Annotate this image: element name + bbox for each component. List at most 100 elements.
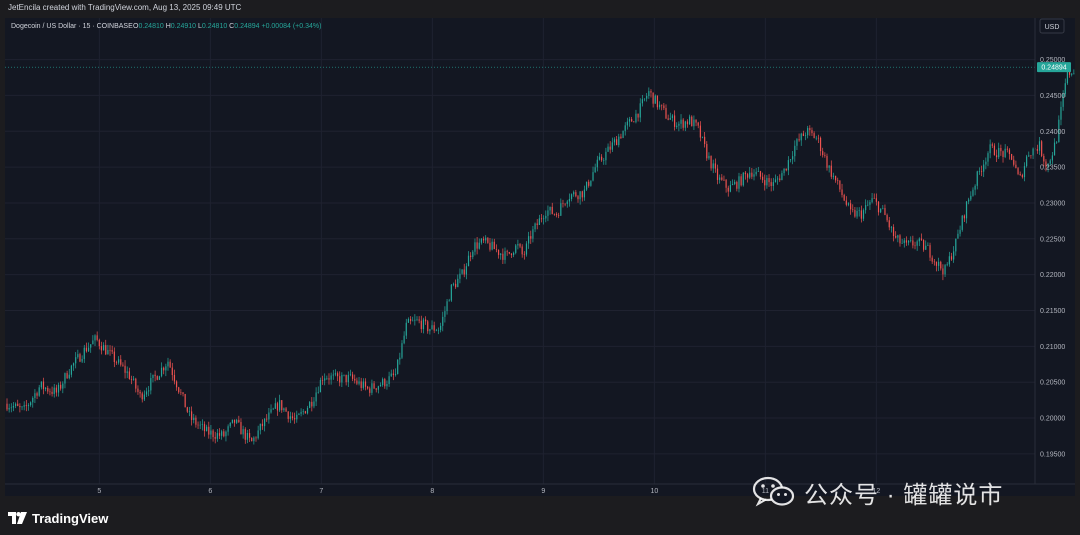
candle-body (530, 236, 532, 239)
tradingview-logo[interactable]: TradingView (8, 510, 108, 526)
candle-body (890, 227, 892, 228)
candle-body (171, 367, 173, 375)
candle-body (414, 319, 416, 321)
candle-body (133, 378, 135, 380)
currency-button[interactable]: USD (1039, 18, 1065, 34)
candle-body (588, 181, 590, 186)
x-tick-label: 5 (97, 488, 101, 495)
candle-body (603, 160, 605, 161)
candle-body (551, 206, 553, 214)
candle-body (869, 202, 871, 205)
candle-body (79, 354, 81, 362)
candle-body (719, 177, 721, 180)
candle-body (296, 414, 298, 420)
candle-body (32, 397, 34, 403)
candle-body (957, 233, 959, 239)
candle-body (493, 241, 495, 250)
candle-body (242, 429, 244, 435)
last-price-tag: 0.24894 (1037, 62, 1071, 73)
candle-body (673, 115, 676, 127)
y-tick-label: 0.22500 (1040, 236, 1065, 243)
candle-body (203, 424, 206, 432)
candle-body (1071, 73, 1073, 75)
candle-body (534, 223, 536, 230)
candle-body (457, 278, 459, 288)
candle-body (424, 319, 427, 322)
candle-body (689, 116, 691, 125)
candle-body (467, 255, 470, 267)
candle-body (965, 201, 968, 219)
y-tick-label: 0.24000 (1040, 129, 1065, 136)
candle-body (837, 180, 839, 181)
price-chart[interactable]: 0.25000 0.24500 0.24000 0.23500 0.23000 0.225… (5, 18, 1075, 496)
candle-body (852, 209, 854, 210)
candle-body (1043, 155, 1045, 162)
candle-body (195, 417, 197, 425)
candle-body (725, 179, 727, 188)
candle-body (729, 185, 732, 192)
candle-body (656, 95, 659, 108)
candle-body (137, 388, 139, 392)
candle-body (678, 123, 680, 126)
candle-body (10, 407, 12, 409)
candle-body (105, 345, 107, 355)
ohlc-label: O (133, 23, 139, 30)
candle-body (920, 238, 923, 240)
candle-body (47, 387, 49, 392)
candle-body (626, 121, 628, 126)
candle-body (935, 261, 938, 266)
candle-body (444, 311, 446, 317)
time-axis[interactable]: 5 6 7 8 9 10 11 12 (97, 488, 880, 495)
candle-body (407, 319, 410, 323)
candle-body (90, 344, 92, 348)
candle-body (83, 347, 85, 359)
candle-body (1068, 69, 1071, 75)
candle-body (510, 253, 513, 256)
candle-body (585, 181, 588, 190)
candle-body (141, 393, 143, 400)
candle-body (601, 156, 603, 161)
candle-body (367, 386, 369, 389)
candle-body (397, 359, 399, 374)
candle-body (433, 325, 435, 331)
candle-body (491, 241, 493, 250)
candle-body (641, 99, 643, 104)
candle-body (182, 392, 184, 394)
candle-body (173, 374, 176, 382)
candle-body (216, 433, 218, 439)
candle-body (332, 374, 334, 376)
candle-body (193, 417, 195, 421)
candle-body (686, 121, 689, 125)
candle-body (279, 400, 281, 411)
candle-body (208, 426, 210, 435)
candle-body (126, 371, 128, 373)
candle-body (789, 159, 792, 161)
candle-body (343, 374, 345, 376)
candle-body (1056, 142, 1058, 143)
candle-body (158, 376, 161, 380)
candle-body (665, 108, 667, 119)
candle-body (233, 419, 236, 423)
candle-body (1008, 149, 1011, 155)
candle-body (1064, 83, 1066, 95)
ohlc-label: H (166, 23, 171, 30)
candle-body (704, 136, 706, 144)
candle-body (1028, 155, 1030, 157)
price-axis[interactable]: 0.25000 0.24500 0.24000 0.23500 0.23000 0.225… (1040, 57, 1065, 458)
candle-body (944, 265, 946, 275)
candle-body (843, 194, 845, 201)
candle-body (358, 381, 360, 384)
candle-body (34, 393, 36, 398)
candle-body (386, 383, 388, 387)
candle-body (834, 175, 837, 181)
candle-body (459, 273, 461, 279)
candle-body (212, 430, 214, 438)
candle-body (369, 388, 371, 393)
candle-body (914, 245, 916, 247)
candle-body (450, 284, 452, 301)
chart-frame[interactable]: 0.25000 0.24500 0.24000 0.23500 0.23000 0.225… (5, 18, 1075, 496)
candle-body (611, 142, 613, 150)
candle-body (45, 387, 47, 389)
candle-body (884, 208, 886, 216)
candle-body (448, 300, 450, 302)
